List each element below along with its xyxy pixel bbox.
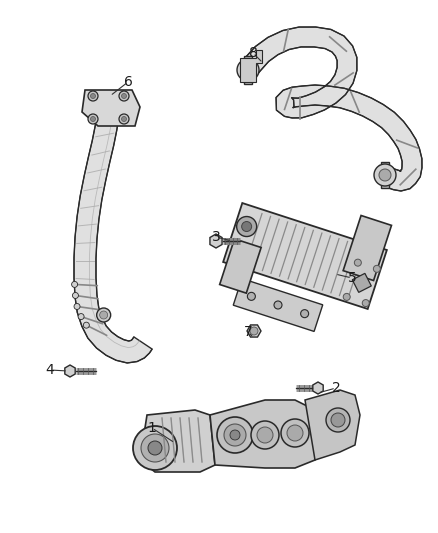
Polygon shape [65,365,75,377]
Polygon shape [82,90,140,126]
Circle shape [74,303,80,310]
Circle shape [250,327,258,335]
Circle shape [121,93,127,99]
Circle shape [230,430,240,440]
Circle shape [242,222,252,231]
Polygon shape [352,273,371,293]
Text: 1: 1 [148,421,156,435]
Circle shape [217,417,253,453]
Text: 5: 5 [348,271,357,285]
Circle shape [251,421,279,449]
Polygon shape [74,114,152,363]
Polygon shape [210,234,222,248]
Circle shape [247,292,255,301]
Circle shape [242,64,254,76]
Circle shape [97,308,111,322]
Circle shape [374,164,396,186]
Circle shape [141,434,169,462]
Polygon shape [240,50,262,82]
Circle shape [133,426,177,470]
Circle shape [257,427,273,443]
Circle shape [78,313,84,320]
Circle shape [83,322,89,328]
Polygon shape [240,27,422,191]
Polygon shape [233,279,323,332]
Circle shape [237,59,259,81]
Circle shape [281,419,309,447]
Circle shape [343,293,350,301]
Circle shape [300,310,309,318]
Text: 2: 2 [332,381,340,395]
Circle shape [331,413,345,427]
Text: 6: 6 [124,75,132,89]
Polygon shape [313,382,323,394]
Polygon shape [244,56,252,84]
Circle shape [237,216,257,237]
Polygon shape [223,203,387,309]
Text: 3: 3 [212,230,220,244]
Polygon shape [343,215,392,280]
Polygon shape [140,410,215,472]
Circle shape [362,300,369,306]
Polygon shape [305,390,360,460]
Circle shape [326,408,350,432]
Text: 7: 7 [244,325,252,339]
Circle shape [119,114,129,124]
Circle shape [72,293,78,298]
Circle shape [148,441,162,455]
Circle shape [100,311,108,319]
Text: 4: 4 [46,363,54,377]
Circle shape [379,169,391,181]
Circle shape [88,91,98,101]
Polygon shape [381,162,389,188]
Circle shape [88,114,98,124]
Circle shape [354,259,361,266]
Text: 8: 8 [248,46,258,60]
Circle shape [71,281,78,287]
Circle shape [91,93,95,99]
Circle shape [287,425,303,441]
Circle shape [91,117,95,122]
Circle shape [373,265,380,272]
Polygon shape [210,400,320,468]
Polygon shape [220,239,261,293]
Polygon shape [247,325,261,337]
Circle shape [224,424,246,446]
Circle shape [119,91,129,101]
Circle shape [274,301,282,309]
Circle shape [121,117,127,122]
